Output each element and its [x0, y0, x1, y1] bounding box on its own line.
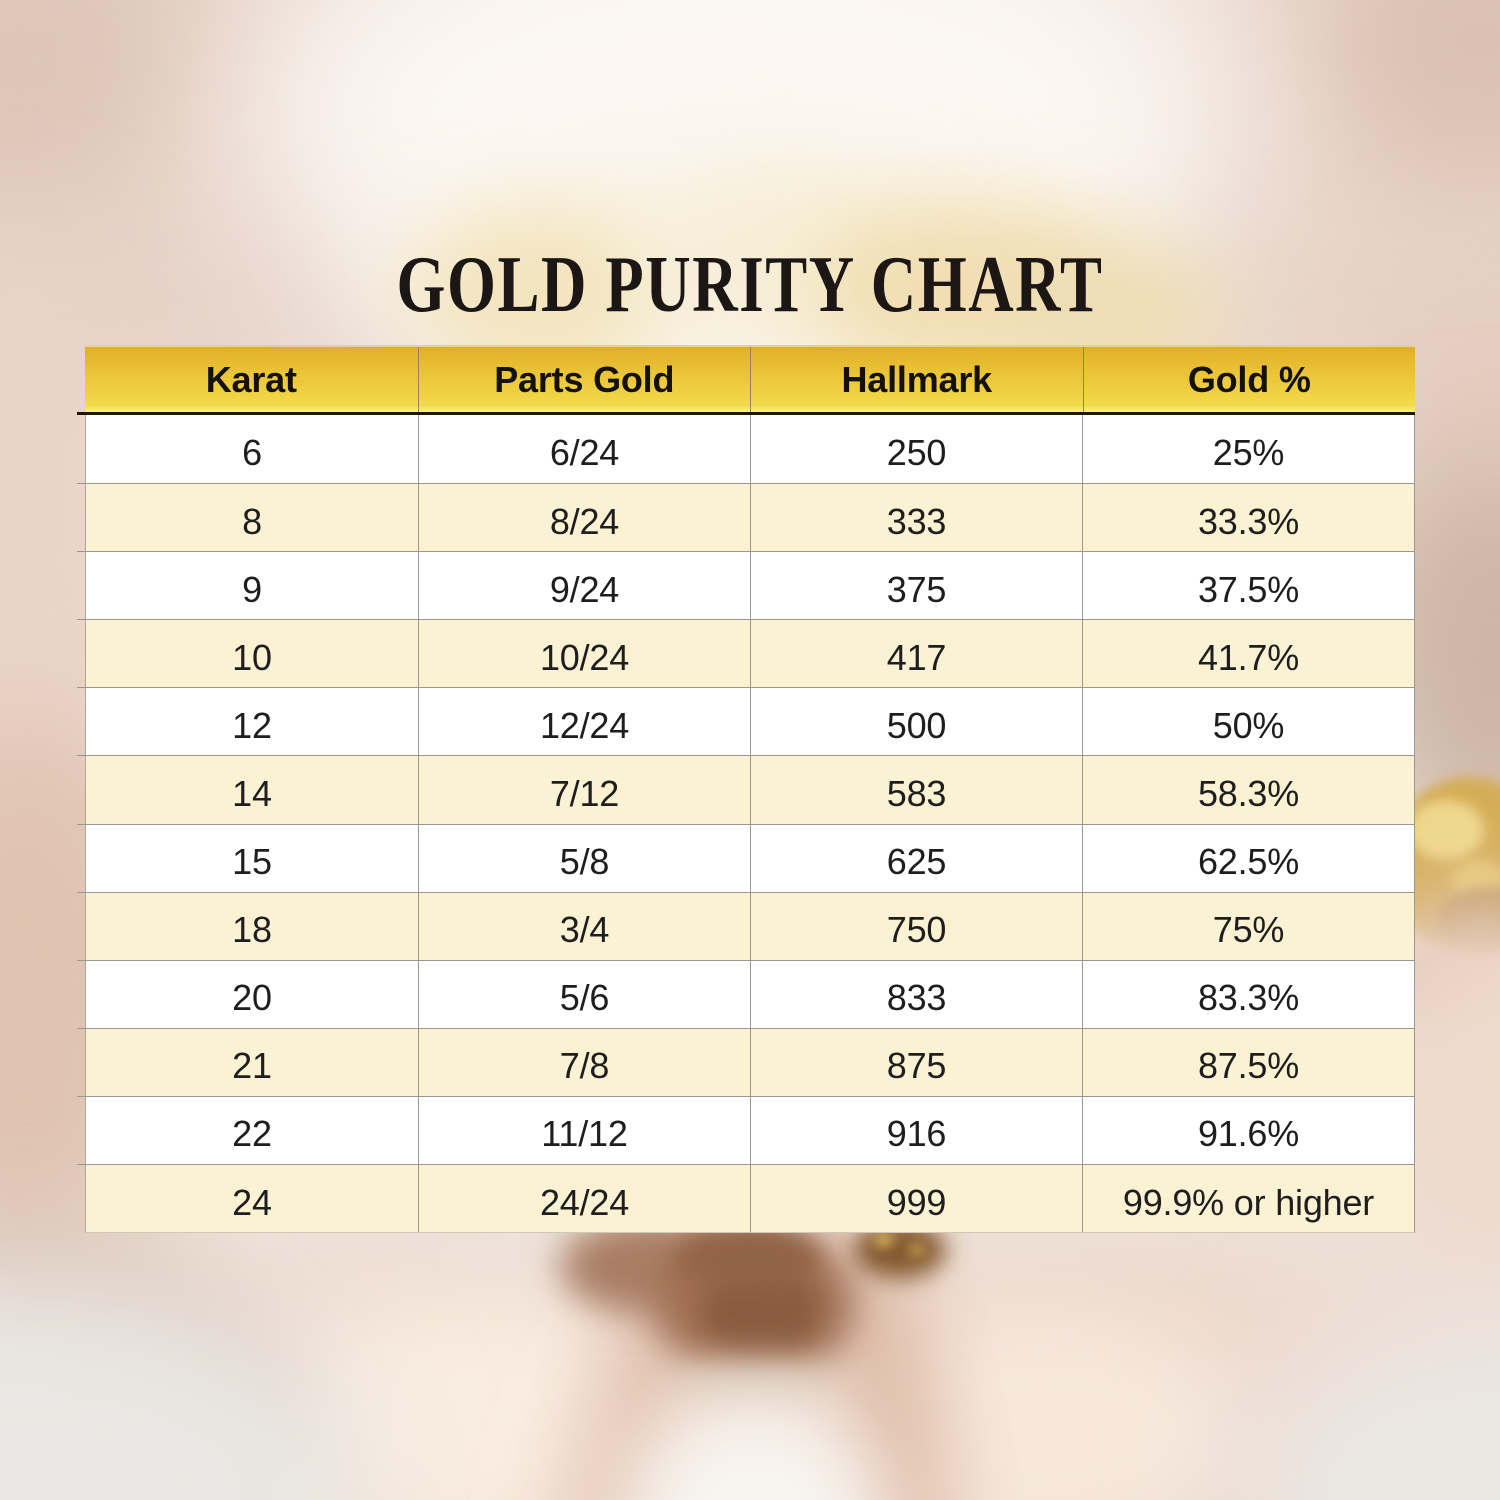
cell-gold-pct: 83.3% — [1082, 960, 1414, 1028]
cell-gold-pct: 75% — [1082, 892, 1414, 960]
column-header-hallmark: Hallmark — [750, 347, 1083, 412]
table-row: 21 7/8 875 87.5% — [77, 1027, 1414, 1096]
cell-gold-pct: 33.3% — [1082, 484, 1414, 552]
table-row: 14 7/12 583 58.3% — [77, 755, 1414, 824]
table-body: 6 6/24 250 25% 8 8/24 333 33.3% 9 9/24 3… — [77, 415, 1415, 1234]
cell-karat: 10 — [232, 636, 272, 678]
cell-parts-gold: 7/12 — [418, 756, 750, 824]
cell-parts-gold: 8/24 — [418, 484, 750, 552]
cell-gold-pct: 91.6% — [1082, 1096, 1414, 1165]
table-header-row: Karat Parts Gold Hallmark Gold % — [77, 345, 1416, 415]
cell-hallmark: 250 — [750, 415, 1082, 484]
cell-gold-pct: 87.5% — [1082, 1028, 1414, 1096]
cell-karat: 21 — [232, 1045, 272, 1087]
table-row: 22 11/12 916 91.6% — [77, 1095, 1414, 1165]
table-row: 18 3/4 750 75% — [77, 891, 1414, 960]
cell-hallmark: 750 — [750, 892, 1082, 960]
column-header-gold-pct: Gold % — [1082, 347, 1416, 412]
cell-hallmark: 999 — [750, 1165, 1082, 1233]
table-row: 8 8/24 333 33.3% — [77, 483, 1414, 552]
cell-karat: 15 — [232, 841, 272, 883]
cell-hallmark: 417 — [750, 620, 1082, 688]
cell-hallmark: 500 — [750, 688, 1082, 756]
cell-hallmark: 333 — [750, 484, 1082, 552]
table-row: 10 10/24 417 41.7% — [77, 619, 1414, 688]
cell-karat: 22 — [232, 1113, 272, 1155]
cell-gold-pct: 62.5% — [1082, 824, 1414, 892]
cell-gold-pct: 25% — [1082, 415, 1414, 484]
cell-karat: 24 — [232, 1181, 272, 1223]
cell-karat: 20 — [232, 977, 272, 1019]
cell-parts-gold: 7/8 — [418, 1028, 750, 1096]
cell-hallmark: 583 — [750, 756, 1082, 824]
cell-gold-pct: 99.9% or higher — [1082, 1165, 1414, 1233]
cell-karat: 12 — [232, 704, 272, 746]
cell-karat: 8 — [242, 500, 262, 542]
table-row: 9 9/24 375 37.5% — [77, 551, 1414, 620]
cell-parts-gold: 10/24 — [418, 620, 750, 688]
cell-gold-pct: 37.5% — [1082, 552, 1414, 620]
gold-purity-table: Karat Parts Gold Hallmark Gold % 6 6/24 … — [77, 345, 1416, 1234]
cell-parts-gold: 5/8 — [418, 824, 750, 892]
cell-gold-pct: 50% — [1082, 688, 1414, 756]
cell-hallmark: 375 — [750, 552, 1082, 620]
cell-parts-gold: 12/24 — [418, 688, 750, 756]
table-row: 20 5/6 833 83.3% — [77, 959, 1414, 1028]
cell-parts-gold: 9/24 — [418, 552, 750, 620]
page-title: GOLD PURITY CHART — [396, 241, 1104, 329]
cell-hallmark: 833 — [750, 960, 1082, 1028]
table-row: 24 24/24 999 99.9% or higher — [77, 1164, 1414, 1233]
cell-parts-gold: 24/24 — [418, 1165, 750, 1233]
table-row: 15 5/8 625 62.5% — [77, 823, 1414, 892]
column-header-parts-gold: Parts Gold — [417, 347, 751, 412]
cell-karat: 9 — [242, 568, 262, 610]
cell-karat: 14 — [232, 773, 272, 815]
cell-hallmark: 625 — [750, 824, 1082, 892]
cell-parts-gold: 5/6 — [418, 960, 750, 1028]
cell-hallmark: 916 — [750, 1096, 1082, 1165]
cell-karat: 18 — [232, 909, 272, 951]
cell-parts-gold: 3/4 — [418, 892, 750, 960]
table-row: 12 12/24 500 50% — [77, 687, 1414, 756]
cell-hallmark: 875 — [750, 1028, 1082, 1096]
cell-parts-gold: 6/24 — [418, 415, 750, 484]
cell-gold-pct: 58.3% — [1082, 756, 1414, 824]
cell-parts-gold: 11/12 — [418, 1096, 750, 1165]
column-header-karat: Karat — [205, 358, 297, 400]
table-row: 6 6/24 250 25% — [86, 415, 1414, 484]
cell-karat: 6 — [242, 432, 262, 474]
cell-gold-pct: 41.7% — [1082, 620, 1414, 688]
